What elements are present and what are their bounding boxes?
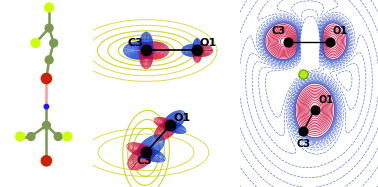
Point: [194, 49, 200, 52]
Point: [64, 135, 70, 138]
Text: O1: O1: [332, 26, 347, 36]
Point: [43, 159, 50, 162]
Point: [43, 124, 50, 127]
Text: C3: C3: [296, 139, 310, 149]
Text: C3: C3: [127, 38, 143, 48]
Point: [33, 42, 39, 45]
Text: O1: O1: [174, 113, 191, 123]
Point: [327, 40, 333, 43]
Point: [143, 49, 149, 52]
Point: [143, 151, 149, 154]
Text: C3: C3: [271, 26, 285, 36]
Text: C3: C3: [136, 157, 152, 166]
Text: O1: O1: [199, 38, 217, 48]
Point: [312, 108, 318, 111]
Text: O1: O1: [319, 95, 334, 105]
Point: [46, 58, 52, 61]
Point: [300, 72, 306, 75]
Point: [300, 129, 306, 132]
Point: [28, 135, 34, 138]
Point: [43, 105, 50, 108]
Point: [43, 77, 50, 80]
Point: [167, 124, 173, 127]
Point: [285, 40, 291, 43]
Point: [46, 27, 52, 30]
Point: [17, 135, 23, 138]
Point: [55, 135, 61, 138]
Point: [51, 42, 57, 45]
Point: [46, 6, 52, 9]
